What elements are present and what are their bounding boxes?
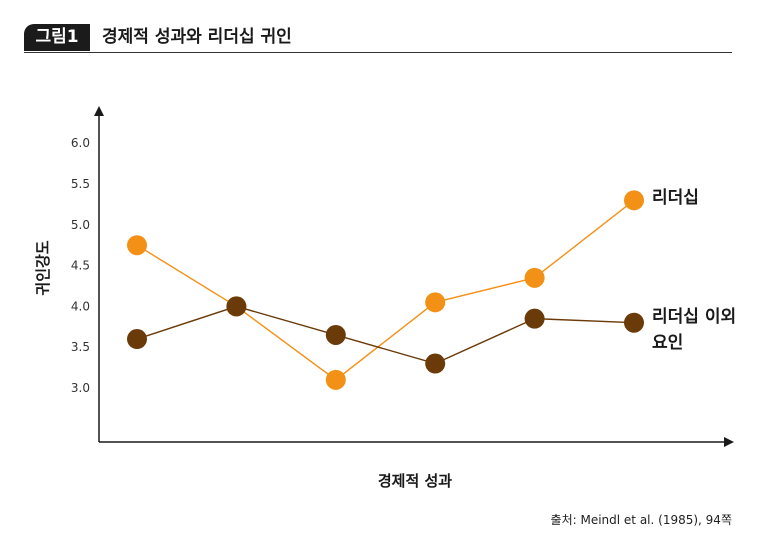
y-tick-label: 5.0: [71, 218, 90, 232]
data-point: [325, 369, 346, 390]
figure-title: 경제적 성과와 리더십 귀인: [102, 27, 292, 47]
y-tick-label: 3.5: [71, 340, 90, 354]
data-point: [425, 292, 446, 313]
y-tick-label: 3.0: [71, 381, 90, 395]
figure-label-badge: 그림1: [24, 24, 90, 51]
y-axis-label: 귀인강도: [34, 240, 52, 295]
data-points: [127, 190, 644, 390]
data-point: [524, 267, 545, 288]
y-tick-label: 4.5: [71, 259, 90, 273]
data-point: [524, 308, 545, 329]
legend-label-other-factors: 리더십 이외 요인: [652, 307, 742, 353]
data-point: [127, 329, 147, 350]
data-point: [226, 296, 247, 317]
x-axis-label: 경제적 성과: [378, 472, 452, 490]
legend-label-leadership: 리더십: [652, 188, 699, 208]
source-note: 출처: Meindl et al. (1985), 94쪽: [550, 513, 732, 527]
data-point: [127, 235, 147, 256]
series-line: [136, 199, 635, 381]
series-lines: [136, 199, 635, 381]
figure-header: 그림1 경제적 성과와 리더십 귀인: [24, 24, 732, 53]
header-rule: [24, 52, 732, 53]
series-line: [136, 305, 635, 365]
data-point: [325, 324, 346, 345]
y-tick-label: 4.0: [71, 299, 90, 313]
data-point: [425, 353, 446, 374]
y-tick-labels: 6.0 5.5 5.0 4.5 4.0 3.5 3.0: [71, 136, 90, 395]
y-tick-label: 6.0: [71, 136, 90, 150]
y-tick-label: 5.5: [71, 177, 90, 191]
data-point: [624, 190, 644, 211]
data-point: [624, 312, 644, 333]
